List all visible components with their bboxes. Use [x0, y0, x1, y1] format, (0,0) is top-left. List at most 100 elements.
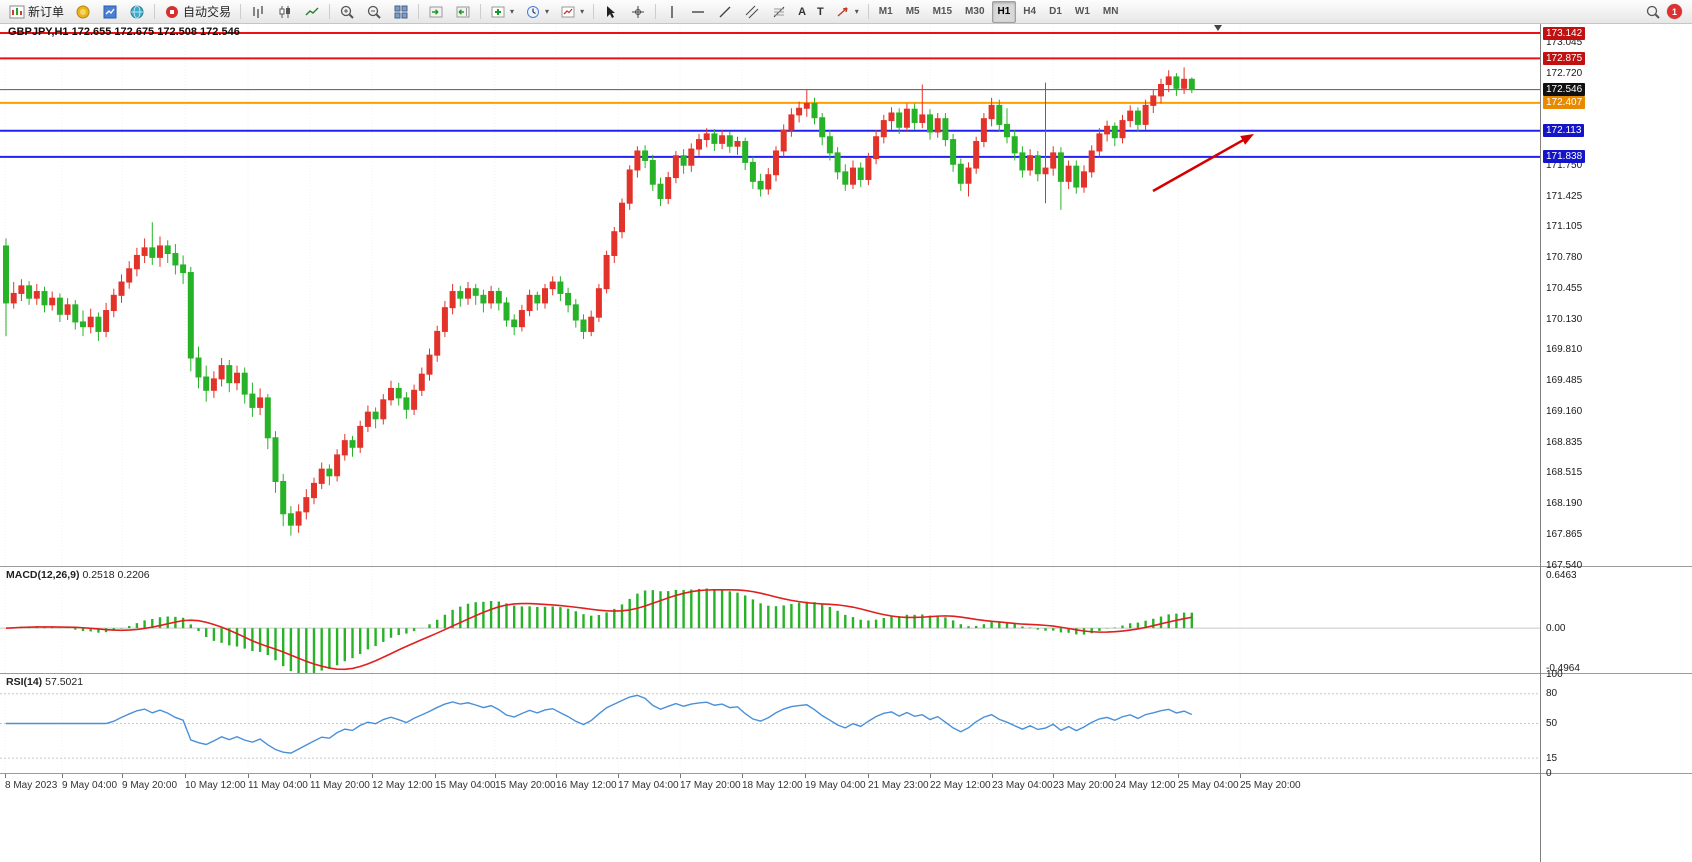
- time-label: 17 May 20:00: [680, 780, 741, 791]
- axis-label: 170.780: [1546, 251, 1583, 263]
- panel-divider: [1541, 773, 1692, 774]
- rsi-panel[interactable]: RSI(14) 57.5021: [0, 674, 1540, 774]
- market-watch-button[interactable]: [97, 1, 123, 23]
- axis-label: 15: [1546, 752, 1558, 764]
- text-icon: A: [798, 5, 807, 18]
- bar-chart-mode-button[interactable]: [245, 1, 271, 23]
- price-marker-label: 173.142: [1543, 26, 1586, 40]
- price-chart-panel[interactable]: GBPJPY,H1 172.655 172.675 172.508 172.54…: [0, 24, 1540, 567]
- time-label: 9 May 20:00: [122, 780, 178, 791]
- time-tick: [310, 774, 311, 778]
- axis-label: 168.835: [1546, 436, 1583, 448]
- label-tool-button[interactable]: T: [812, 1, 829, 23]
- timeframe-m1-button[interactable]: M1: [878, 6, 893, 17]
- auto-trading-button[interactable]: 自动交易: [159, 1, 236, 23]
- time-label: 11 May 04:00: [248, 780, 308, 791]
- axis-label: 50: [1546, 718, 1558, 729]
- fibonacci-icon: [773, 6, 785, 17]
- zoom-out-button[interactable]: [361, 1, 387, 23]
- rsi-value: 57.5021: [45, 676, 84, 688]
- time-label: 11 May 20:00: [310, 780, 370, 791]
- time-tick: [868, 774, 869, 778]
- timeframe-m30-button[interactable]: M30: [965, 6, 985, 17]
- indicators-button[interactable]: ▾: [485, 1, 519, 23]
- trendline-icon: [719, 6, 731, 17]
- timeframe-mn-button[interactable]: MN: [1102, 6, 1119, 17]
- auto-trading-label: 自动交易: [183, 5, 232, 19]
- axis-label: 169.160: [1546, 405, 1583, 417]
- time-tick: [556, 774, 557, 778]
- axis-label: 171.105: [1546, 220, 1583, 232]
- indicators-icon: [491, 6, 505, 17]
- crosshair-tool-button[interactable]: [625, 1, 651, 23]
- macd-panel[interactable]: MACD(12,26,9) 0.2518 0.2206: [0, 567, 1540, 674]
- macd-signal-value: 0.2206: [117, 569, 150, 581]
- community-button[interactable]: [124, 1, 150, 23]
- macd-chart[interactable]: [0, 567, 1540, 673]
- panel-divider: [1541, 673, 1692, 674]
- auto-scroll-button[interactable]: [423, 1, 449, 23]
- channel-icon: [745, 5, 759, 18]
- timeframe-m5-button[interactable]: M5: [905, 6, 920, 17]
- cursor-icon: [607, 5, 616, 18]
- zoom-in-button[interactable]: [334, 1, 360, 23]
- rsi-label: RSI(14) 57.5021: [6, 676, 83, 688]
- tile-windows-icon: [394, 5, 408, 18]
- line-chart-icon: [305, 7, 319, 15]
- axis-label: 170.455: [1546, 282, 1583, 294]
- axis-label: 80: [1546, 688, 1558, 700]
- price-axis[interactable]: 173.045 172.720 171.750 171.425 171.105 170.7…: [1540, 24, 1692, 862]
- time-tick: [742, 774, 743, 778]
- time-label: 24 May 12:00: [1115, 780, 1176, 791]
- accounts-button[interactable]: [70, 1, 96, 23]
- axis-label: 100: [1546, 668, 1563, 680]
- line-chart-mode-button[interactable]: [299, 1, 325, 23]
- arrows-tool-button[interactable]: ▾: [830, 1, 864, 23]
- chevron-down-icon: ▾: [510, 7, 515, 16]
- timeframe-d1-button[interactable]: D1: [1049, 6, 1062, 17]
- time-tick: [372, 774, 373, 778]
- tile-windows-button[interactable]: [388, 1, 414, 23]
- new-order-button[interactable]: 新订单: [4, 1, 69, 23]
- timeframe-h1-button[interactable]: H1: [991, 0, 1017, 23]
- time-tick: [435, 774, 436, 778]
- panel-divider: [1541, 566, 1692, 567]
- ohlc-values: 172.655 172.675 172.508 172.546: [71, 26, 240, 38]
- timeframe-h4-button[interactable]: H4: [1023, 6, 1037, 17]
- horizontal-line-tool-button[interactable]: [685, 1, 711, 23]
- templates-button[interactable]: ▾: [555, 1, 589, 23]
- text-tool-button[interactable]: A: [793, 1, 811, 23]
- trendline-tool-button[interactable]: [712, 1, 738, 23]
- toolbar-separator: [867, 4, 869, 19]
- time-label: 23 May 04:00: [992, 780, 1053, 791]
- cursor-tool-button[interactable]: [598, 1, 624, 23]
- time-tick: [62, 774, 63, 778]
- notification-badge[interactable]: 1: [1667, 4, 1682, 19]
- chart-shift-button[interactable]: [450, 1, 476, 23]
- time-tick: [1178, 774, 1179, 778]
- new-order-icon: [9, 5, 25, 18]
- timeframe-w1-button[interactable]: W1: [1074, 6, 1090, 17]
- time-tick: [5, 774, 6, 778]
- candlestick-chart[interactable]: [0, 24, 1540, 566]
- search-icon[interactable]: [1645, 4, 1661, 20]
- time-tick: [185, 774, 186, 778]
- timeframe-m15-button[interactable]: M15: [932, 6, 953, 17]
- time-label: 15 May 20:00: [495, 780, 556, 791]
- toolbar-separator: [418, 4, 420, 19]
- time-axis[interactable]: 8 May 2023 9 May 04:00 9 May 20:00 10 May 1…: [0, 774, 1540, 796]
- macd-label: MACD(12,26,9) 0.2518 0.2206: [6, 569, 150, 581]
- periods-button[interactable]: ▾: [520, 1, 554, 23]
- vertical-line-tool-button[interactable]: [660, 1, 684, 23]
- time-tick: [992, 774, 993, 778]
- price-marker-label: 172.875: [1543, 51, 1586, 65]
- rsi-chart[interactable]: [0, 674, 1540, 773]
- time-tick: [1053, 774, 1054, 778]
- arrows-icon: [837, 6, 848, 17]
- fibonacci-tool-button[interactable]: [766, 1, 792, 23]
- zoom-out-icon: [367, 5, 381, 19]
- candlestick-mode-button[interactable]: [272, 1, 298, 23]
- channel-tool-button[interactable]: [739, 1, 765, 23]
- price-marker-label: 172.407: [1543, 96, 1586, 110]
- time-label: 18 May 12:00: [742, 780, 803, 791]
